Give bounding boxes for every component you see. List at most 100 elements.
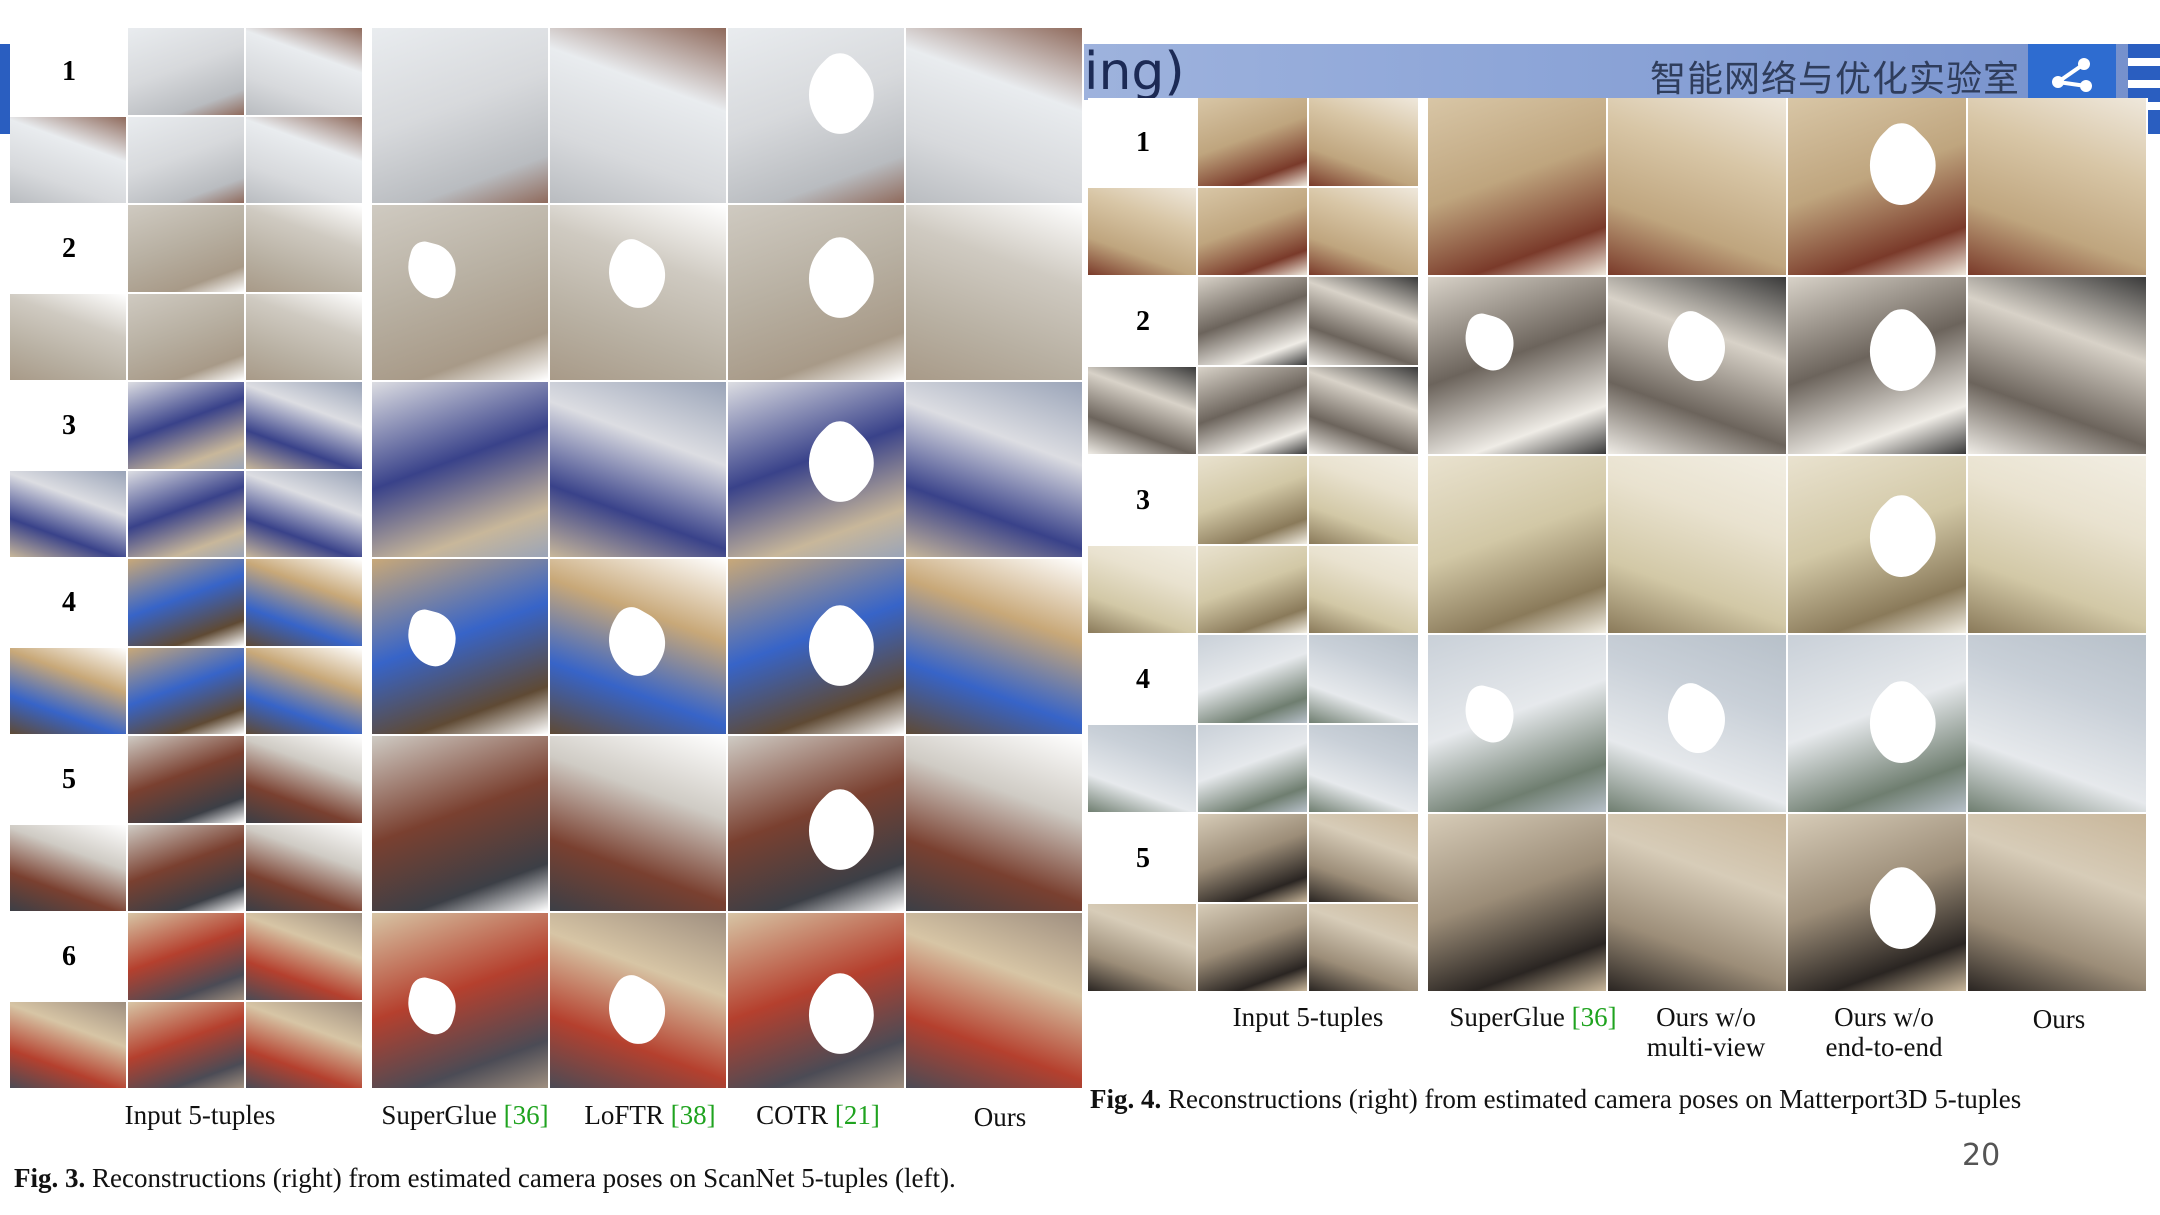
fig4-row-number-4: 4: [1088, 635, 1198, 725]
fig3-missing-region: [401, 974, 463, 1038]
fig4-input-tile: [1309, 366, 1420, 456]
fig3-row-number-5: 5: [10, 736, 128, 825]
fig4-input-tile: [1309, 635, 1420, 725]
fig4-missing-region: [1653, 304, 1737, 389]
fig3-label-superglue: SuperGlue [36]: [365, 1100, 565, 1130]
fig4-wo-end-to-end-line1: Ours w/o: [1834, 1002, 1934, 1032]
fig4-input-tile: [1309, 903, 1420, 993]
fig4-label-input: Input 5-tuples: [1232, 1002, 1384, 1032]
fig4-missing-region: [1457, 310, 1520, 375]
fig4-reconstruction-cell: [1428, 277, 1608, 456]
fig4-input-tile: [1088, 724, 1198, 814]
lab-name: 智能网络与优化实验室: [1649, 59, 2020, 100]
fig4-reconstruction-cell: [1788, 814, 1968, 993]
fig3-input-tile: [128, 736, 246, 825]
fig3-missing-region: [595, 232, 678, 316]
fig3-input-tile: [246, 470, 364, 559]
fig3-reconstruction-cell: [550, 736, 728, 913]
fig4-input-tile: [1309, 724, 1420, 814]
fig3-missing-region: [790, 780, 891, 881]
fig4-input-tile: [1309, 98, 1420, 188]
fig3-cotr-ref: [21]: [834, 1100, 880, 1130]
page-number: 20: [1962, 1138, 2001, 1173]
fig4-input-tile: [1088, 903, 1198, 993]
fig4-reconstruction-cell: [1608, 635, 1788, 814]
fig3-input-tile: [128, 382, 246, 471]
fig4-label-ours: Ours: [2032, 1004, 2086, 1034]
fig3-input-tile: [128, 647, 246, 736]
fig4-input-tile: [1088, 545, 1198, 635]
fig4-missing-region: [1851, 115, 1953, 216]
fig4-wo-multiview-line1: Ours w/o: [1656, 1002, 1756, 1032]
fig3-missing-region: [790, 412, 891, 513]
fig3-missing-region: [595, 600, 678, 684]
fig4-reconstruction-cell: [1968, 277, 2148, 456]
fig3-input-tile: [246, 382, 364, 471]
fig3-reconstruction-cell: [550, 28, 728, 205]
fig3-input-tile: [128, 913, 246, 1002]
figure-3-grid: 1 2 3 4 5 6: [10, 28, 1084, 1094]
fig3-caption: Fig. 3. Reconstructions (right) from est…: [14, 1163, 956, 1194]
fig4-caption-bold: Fig. 4.: [1090, 1084, 1162, 1114]
fig3-input-tile: [128, 116, 246, 205]
fig3-missing-region: [790, 596, 891, 697]
fig3-reconstruction-cell: [550, 559, 728, 736]
fig3-reconstruction-cell: [728, 28, 906, 205]
fig4-row-number-3: 3: [1088, 456, 1198, 546]
fig3-input-tile: [10, 293, 128, 382]
fig3-row-number-1: 1: [10, 28, 128, 117]
fig3-cotr-name: COTR: [756, 1100, 829, 1130]
fig3-row-number-3: 3: [10, 382, 128, 471]
fig3-input-tile: [246, 736, 364, 825]
fig4-label-wo-multiview: Ours w/o multi-view: [1616, 1002, 1796, 1062]
fig3-input-tile: [246, 205, 364, 294]
fig4-caption: Fig. 4. Reconstructions (right) from est…: [1090, 1084, 2021, 1115]
fig3-missing-region: [401, 606, 463, 670]
left-accent: [0, 44, 10, 134]
fig4-reconstruction-cell: [1788, 277, 1968, 456]
fig4-input-tile: [1198, 724, 1309, 814]
fig3-input-tile: [246, 913, 364, 1002]
fig3-input-tile: [246, 559, 364, 648]
fig4-row-number-2: 2: [1088, 277, 1198, 367]
fig4-input-tile: [1088, 187, 1198, 277]
fig4-missing-region: [1851, 301, 1953, 402]
figure-4-grid: 1 2 3 4 5: [1088, 98, 2148, 996]
fig4-reconstruction-cell: [1968, 635, 2148, 814]
fig3-reconstruction-cell: [906, 382, 1084, 559]
fig3-input-tile: [128, 470, 246, 559]
fig3-reconstruction-cell: [372, 559, 550, 736]
share-button[interactable]: [2028, 44, 2116, 104]
fig3-reconstruction-cell: [372, 205, 550, 382]
fig4-row-number-5: 5: [1088, 814, 1198, 904]
fig3-row-number-6: 6: [10, 913, 128, 1002]
fig3-reconstruction-cell: [372, 382, 550, 559]
fig4-input-tile: [1309, 456, 1420, 546]
fig3-input-tile: [246, 824, 364, 913]
fig3-reconstruction-cell: [728, 382, 906, 559]
fig3-input-tile: [10, 470, 128, 559]
fig4-input-tile: [1198, 187, 1309, 277]
fig4-input-tile: [1198, 98, 1309, 188]
fig3-reconstruction-cell: [906, 913, 1084, 1090]
fig3-row-number-2: 2: [10, 205, 128, 294]
fig4-missing-region: [1457, 682, 1520, 747]
fig3-input-tile: [10, 1001, 128, 1090]
fig3-reconstruction-cell: [728, 205, 906, 382]
fig4-label-wo-end-to-end: Ours w/o end-to-end: [1794, 1002, 1974, 1062]
fig4-reconstruction-cell: [1968, 456, 2148, 635]
fig4-input-tile: [1198, 366, 1309, 456]
fig4-reconstruction-cell: [1788, 635, 1968, 814]
fig3-missing-region: [790, 44, 891, 145]
fig4-reconstruction-cell: [1968, 98, 2148, 277]
fig3-reconstruction-cell: [728, 559, 906, 736]
fig4-caption-text: Reconstructions (right) from estimated c…: [1161, 1084, 2022, 1114]
fig3-reconstruction-cell: [728, 736, 906, 913]
fig3-input-tile: [246, 116, 364, 205]
fig3-missing-region: [401, 238, 463, 302]
fig4-wo-multiview-line2: multi-view: [1646, 1032, 1766, 1062]
fig4-reconstruction-cell: [1788, 456, 1968, 635]
fig4-wo-end-to-end-line2: end-to-end: [1825, 1032, 1943, 1062]
fig4-reconstruction-cell: [1428, 814, 1608, 993]
fig3-input-tile: [246, 28, 364, 117]
